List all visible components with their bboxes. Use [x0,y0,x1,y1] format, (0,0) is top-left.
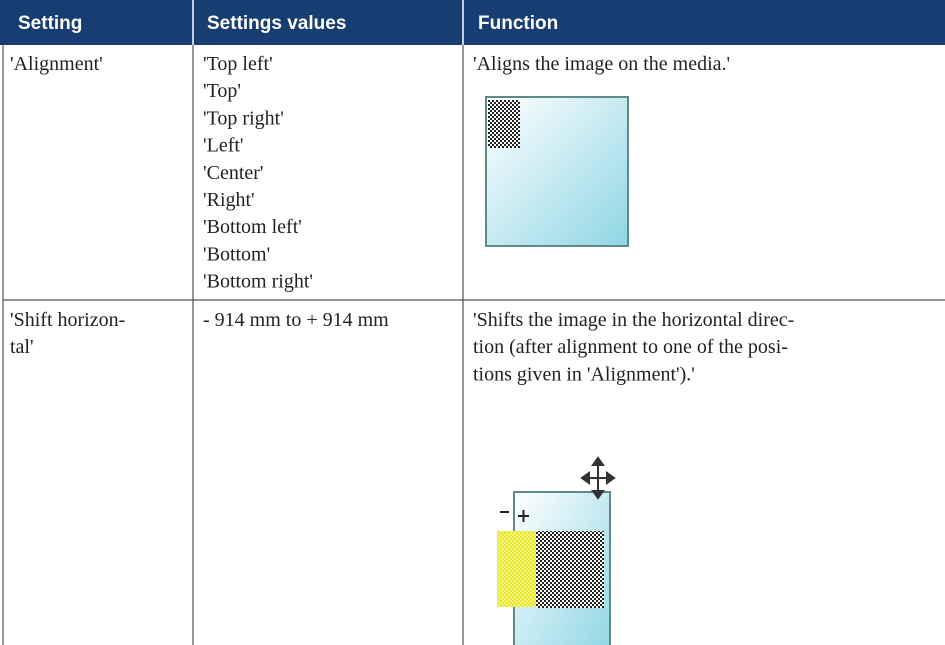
cell-text: 'Shifts the image in the horizontal dire… [473,309,794,331]
cell-text: 'Top left' [203,53,273,75]
cell-text: 'Bottom right' [203,271,313,293]
cell-text: 'Center' [203,162,264,184]
cell-text: tions given in 'Alignment').' [473,363,695,385]
cell-text: tion (after alignment to one of the posi… [473,336,788,358]
cell-text: 'Right' [203,189,255,211]
cell-text: 'Top' [203,80,241,102]
header-bar [0,0,945,45]
cell-text: 'Bottom' [203,243,270,265]
cell-text: 'Top right' [203,107,284,129]
alignment-icon [485,96,629,247]
cell-text: 'Bottom left' [203,216,302,238]
header-cell: Function [478,13,558,34]
header-cell: Setting [18,13,82,34]
cell-text: 'Left' [203,135,244,157]
cell-text: 'Alignment' [10,53,103,75]
cell-text: tal' [10,336,34,358]
grid [2,45,945,645]
cell-text: 'Shift horizon- [10,309,125,331]
cell-text: 'Aligns the image on the media.' [473,53,730,75]
header-cell: Settings values [207,13,346,34]
shift-icon [497,456,616,645]
cell-text: - 914 mm to + 914 mm [203,309,389,331]
